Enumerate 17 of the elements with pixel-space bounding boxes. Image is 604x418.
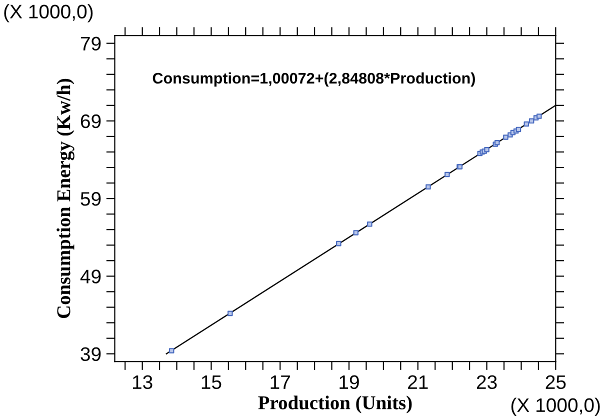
y-tick-label: 69 <box>80 114 101 128</box>
x-tick-label: 15 <box>202 375 222 390</box>
x-tick-label: 13 <box>132 375 152 390</box>
y-tick-label: 79 <box>80 36 101 51</box>
y-tick-label: 49 <box>80 270 101 284</box>
text: (X 1000,0) <box>4 4 93 22</box>
x-tick-label: 19 <box>340 375 359 390</box>
x-tick-label: 25 <box>546 375 566 390</box>
x-tick-label: 23 <box>476 375 497 390</box>
y-tick-label: 39 <box>80 347 101 362</box>
y-tick-label: 59 <box>80 192 101 206</box>
text: (X 1000,0) <box>511 398 600 416</box>
x-tick-label: 21 <box>408 375 428 389</box>
x-tick-label: 17 <box>270 375 290 389</box>
x-axis-title: Production (Units) <box>258 396 412 414</box>
y-axis-title: Consumption Energy (Kw/h) <box>56 78 74 318</box>
annotation: Consumption=1,00072+(2,84808*Production) <box>152 72 475 87</box>
